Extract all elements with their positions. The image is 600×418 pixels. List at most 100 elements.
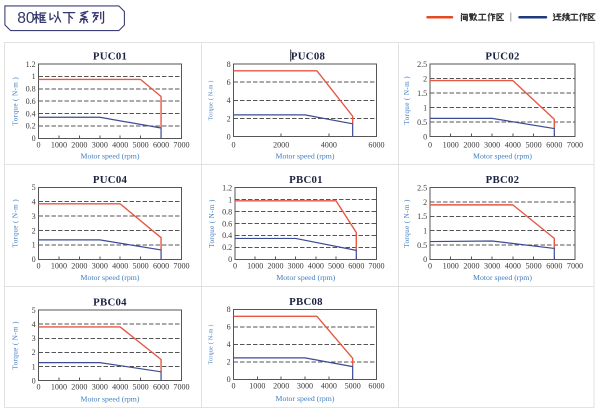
svg-text:PBC08: PBC08 [289, 296, 323, 308]
svg-text:3000: 3000 [288, 261, 304, 270]
svg-text:Motor speed (rpm): Motor speed (rpm) [276, 394, 335, 403]
svg-text:1: 1 [228, 195, 232, 204]
svg-text:Torque ( N-m ): Torque ( N-m ) [12, 77, 20, 126]
svg-text:4: 4 [227, 340, 231, 349]
svg-text:2000: 2000 [463, 140, 479, 149]
svg-text:2: 2 [227, 358, 231, 367]
svg-text:6000: 6000 [368, 140, 384, 149]
svg-text:5000: 5000 [133, 140, 149, 149]
svg-text:Torque ( N-m ): Torque ( N-m ) [12, 199, 20, 248]
svg-text:1000: 1000 [247, 261, 263, 270]
svg-text:3000: 3000 [484, 140, 500, 149]
svg-text:PUC02: PUC02 [485, 51, 519, 63]
svg-text:2: 2 [423, 198, 427, 207]
svg-text:0: 0 [227, 375, 231, 384]
svg-text:6000: 6000 [348, 261, 364, 270]
svg-text:0.8: 0.8 [26, 85, 36, 94]
svg-text:Torque ( N-m ): Torque ( N-m ) [12, 321, 20, 370]
svg-text:Motor speed (rpm): Motor speed (rpm) [473, 151, 532, 160]
svg-text:6000: 6000 [153, 383, 169, 392]
svg-text:0.6: 0.6 [26, 97, 36, 106]
svg-text:Torque ( N-m ): Torque ( N-m ) [403, 76, 411, 125]
svg-text:0.4: 0.4 [26, 109, 36, 118]
svg-text:4: 4 [32, 198, 36, 207]
svg-text:Motor speed (rpm): Motor speed (rpm) [473, 273, 532, 282]
svg-text:1000: 1000 [51, 140, 67, 149]
svg-text:6000: 6000 [153, 140, 169, 149]
svg-text:PUC01: PUC01 [93, 51, 127, 63]
svg-text:0: 0 [227, 133, 231, 142]
svg-text:Motor speed (rpm): Motor speed (rpm) [81, 273, 140, 282]
svg-text:6: 6 [227, 78, 231, 87]
svg-text:PUC04: PUC04 [93, 174, 128, 186]
svg-text:1.2: 1.2 [26, 60, 36, 69]
svg-text:Torque ( N-m ): Torque ( N-m ) [208, 199, 216, 248]
svg-text:0.5: 0.5 [417, 241, 427, 250]
svg-text:7000: 7000 [173, 383, 189, 392]
svg-text:4000: 4000 [505, 261, 521, 270]
svg-text:1000: 1000 [443, 140, 459, 149]
svg-text:0.5: 0.5 [417, 118, 427, 127]
svg-text:3000: 3000 [92, 261, 108, 270]
svg-text:5: 5 [32, 306, 36, 315]
svg-text:1000: 1000 [249, 381, 265, 390]
svg-text:Torque ( N-m ): Torque ( N-m ) [403, 199, 411, 248]
svg-text:Motor speed (rpm): Motor speed (rpm) [276, 151, 335, 160]
svg-text:5000: 5000 [133, 261, 149, 270]
svg-text:0.2: 0.2 [222, 243, 232, 252]
svg-text:3000: 3000 [297, 381, 313, 390]
svg-text:0: 0 [233, 261, 237, 270]
svg-text:0: 0 [423, 133, 427, 142]
svg-text:2000: 2000 [273, 381, 289, 390]
svg-text:0: 0 [231, 140, 235, 149]
svg-text:1000: 1000 [51, 383, 67, 392]
svg-text:3: 3 [32, 334, 36, 343]
svg-text:6000: 6000 [368, 381, 384, 390]
svg-text:0: 0 [231, 381, 235, 390]
svg-text:2.5: 2.5 [417, 60, 427, 69]
svg-text:7000: 7000 [173, 261, 189, 270]
svg-text:4: 4 [227, 96, 231, 105]
svg-text:Torque ( N-m ): Torque ( N-m ) [208, 80, 215, 120]
svg-text:4: 4 [32, 320, 36, 329]
svg-text:2000: 2000 [463, 261, 479, 270]
svg-text:6000: 6000 [546, 140, 562, 149]
svg-text:3: 3 [32, 212, 36, 221]
svg-text:Motor speed (rpm): Motor speed (rpm) [276, 273, 335, 282]
svg-text:4000: 4000 [112, 261, 128, 270]
svg-text:1.5: 1.5 [417, 212, 427, 221]
svg-text:7000: 7000 [368, 261, 384, 270]
svg-text:6000: 6000 [546, 261, 562, 270]
svg-text:2: 2 [32, 226, 36, 235]
svg-text:2000: 2000 [273, 140, 289, 149]
svg-text:1: 1 [423, 103, 427, 112]
svg-text:5000: 5000 [525, 261, 541, 270]
svg-text:1000: 1000 [51, 261, 67, 270]
svg-text:0: 0 [32, 377, 36, 386]
svg-text:1: 1 [32, 362, 36, 371]
svg-text:4000: 4000 [321, 381, 337, 390]
svg-text:7000: 7000 [567, 261, 583, 270]
svg-text:2.5: 2.5 [417, 184, 427, 193]
svg-text:Motor speed (rpm): Motor speed (rpm) [81, 151, 140, 160]
svg-text:2000: 2000 [267, 261, 283, 270]
svg-text:80: 80 [17, 10, 35, 27]
svg-text:5000: 5000 [133, 383, 149, 392]
svg-text:4000: 4000 [505, 140, 521, 149]
svg-text:0: 0 [36, 261, 40, 270]
svg-text:0.8: 0.8 [222, 207, 232, 216]
svg-text:4000: 4000 [112, 140, 128, 149]
svg-text:2000: 2000 [71, 261, 87, 270]
svg-text:0: 0 [32, 134, 36, 143]
svg-text:1.2: 1.2 [222, 184, 232, 193]
svg-text:0: 0 [423, 255, 427, 264]
svg-text:4000: 4000 [321, 140, 337, 149]
svg-text:7000: 7000 [567, 140, 583, 149]
svg-text:8: 8 [227, 60, 231, 69]
svg-text:PBC02: PBC02 [486, 174, 520, 186]
svg-text:0: 0 [36, 140, 40, 149]
svg-text:PUC08: PUC08 [291, 51, 326, 63]
svg-text:4000: 4000 [112, 383, 128, 392]
svg-text:5: 5 [32, 183, 36, 192]
svg-text:8: 8 [227, 305, 231, 314]
